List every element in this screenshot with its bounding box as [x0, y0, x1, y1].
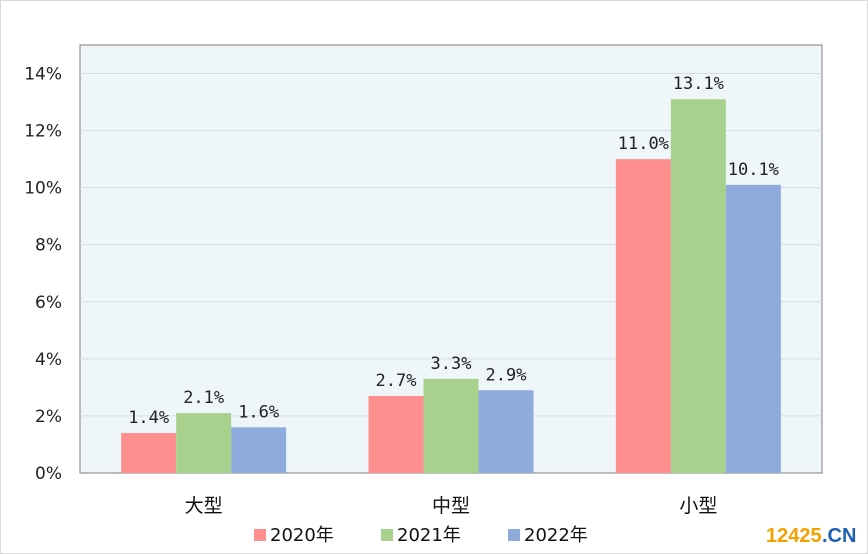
y-tick-label: 12%: [24, 122, 62, 142]
data-label: 3.3%: [431, 354, 472, 374]
legend-label: 2021年: [397, 525, 461, 546]
y-tick-label: 10%: [24, 179, 62, 199]
bar: [670, 99, 726, 474]
x-category-label: 小型: [679, 495, 717, 517]
legend-label: 2020年: [270, 525, 334, 546]
bar: [121, 433, 177, 473]
bars: [121, 99, 781, 474]
bar: [725, 184, 781, 473]
legend-swatch: [508, 529, 520, 541]
y-tick-label: 6%: [35, 293, 62, 313]
x-category-label: 中型: [432, 495, 470, 517]
legend: 2020年 2021年 2022年: [254, 525, 588, 546]
x-category-label: 大型: [185, 495, 223, 517]
y-tick-label: 14%: [24, 65, 62, 85]
data-label: 11.0%: [618, 134, 669, 154]
data-label: 13.1%: [673, 74, 724, 94]
legend-swatch: [254, 529, 266, 541]
data-label: 2.9%: [486, 365, 527, 385]
legend-swatch: [381, 529, 393, 541]
y-tick-label: 8%: [35, 236, 62, 256]
bar: [231, 427, 287, 473]
bar: [615, 159, 671, 473]
data-label: 10.1%: [728, 160, 779, 180]
watermark-part1: 12425: [766, 525, 822, 547]
y-axis: 0% 2% 4% 6% 8% 10% 12% 14%: [24, 65, 62, 484]
data-label: 2.7%: [376, 371, 417, 391]
data-labels: 1.4% 2.1% 1.6% 2.7% 3.3% 2.9% 11.0% 13.1% 10.1%: [128, 74, 779, 428]
y-tick-label: 4%: [35, 350, 62, 370]
legend-label: 2022年: [524, 525, 588, 546]
bar: [478, 390, 534, 473]
watermark-part2: .CN: [822, 525, 856, 547]
x-axis: 大型 中型 小型: [185, 495, 718, 517]
data-label: 2.1%: [183, 388, 224, 408]
y-tick-label: 0%: [35, 464, 62, 484]
bar: [176, 413, 232, 473]
y-tick-label: 2%: [35, 407, 62, 427]
watermark: 12425 .CN: [766, 525, 856, 547]
data-label: 1.6%: [238, 402, 279, 422]
data-label: 1.4%: [128, 408, 169, 428]
bar: [368, 395, 424, 473]
bar: [423, 378, 479, 473]
